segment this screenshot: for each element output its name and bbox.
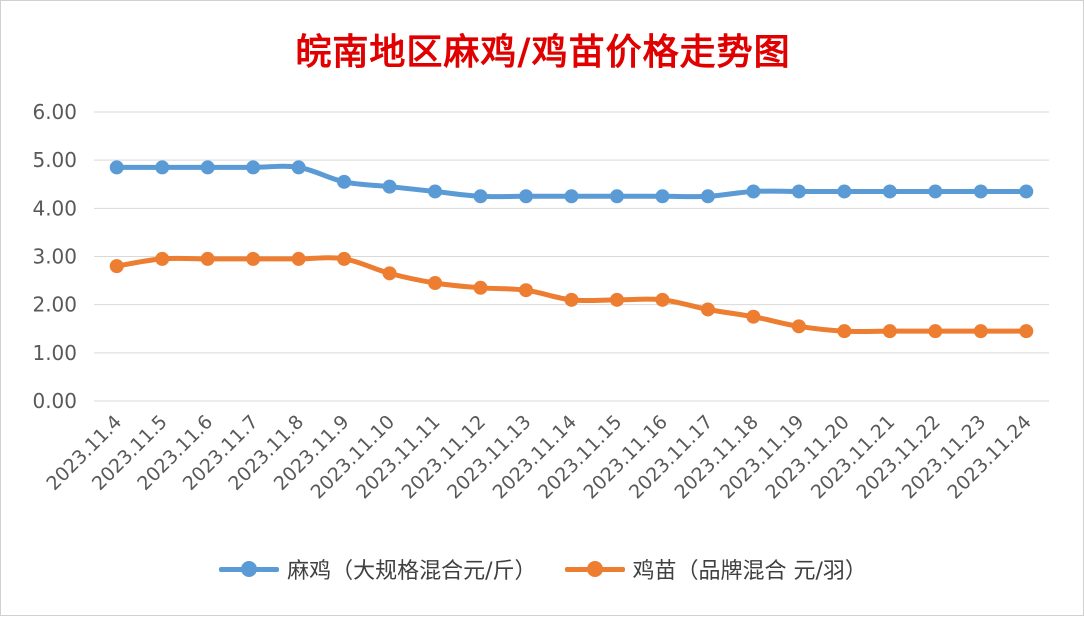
data-point-s0-11: [609, 189, 624, 204]
legend-item-maji: 麻鸡（大规格混合元/斤）: [219, 553, 537, 585]
legend-swatch-maji: [219, 558, 280, 580]
y-tick-label: 5.00: [32, 148, 77, 172]
data-point-s1-18: [928, 324, 943, 339]
data-point-s0-9: [519, 189, 534, 204]
legend-label-maji: 麻鸡（大规格混合元/斤）: [287, 559, 537, 584]
legend-label-jimiao: 鸡苗（品牌混合 元/羽）: [632, 559, 867, 584]
data-point-s1-16: [837, 324, 852, 339]
data-point-s1-8: [473, 280, 488, 295]
data-point-s0-13: [700, 189, 715, 204]
data-point-s0-7: [428, 184, 443, 199]
data-point-s1-9: [519, 283, 534, 298]
data-point-s1-1: [155, 251, 170, 266]
data-point-s1-2: [200, 251, 215, 266]
y-tick-label: 6.00: [32, 100, 77, 124]
data-point-s0-4: [291, 160, 306, 175]
data-point-s0-20: [1019, 184, 1034, 199]
data-point-s0-15: [791, 184, 806, 199]
data-point-s1-7: [428, 275, 443, 290]
data-point-s1-15: [791, 319, 806, 334]
data-point-s1-6: [382, 266, 397, 281]
data-point-s0-18: [928, 184, 943, 199]
data-point-s0-12: [655, 189, 670, 204]
y-tick-label: 4.00: [32, 196, 77, 220]
data-point-s1-20: [1019, 324, 1034, 339]
chart-title: 皖南地区麻鸡/鸡苗价格走势图: [295, 31, 791, 73]
y-tick-label: 1.00: [32, 341, 77, 365]
data-point-s1-11: [609, 292, 624, 307]
data-point-s1-17: [882, 324, 897, 339]
y-tick-label: 0.00: [32, 389, 77, 413]
data-point-s1-4: [291, 251, 306, 266]
data-point-s0-19: [973, 184, 988, 199]
data-point-s0-1: [155, 160, 170, 175]
data-point-s1-0: [109, 259, 124, 274]
data-point-s1-14: [746, 309, 761, 324]
data-point-s0-3: [246, 160, 261, 175]
data-point-s0-2: [200, 160, 215, 175]
data-point-s0-6: [382, 179, 397, 194]
y-tick-label: 2.00: [32, 293, 77, 317]
data-point-s1-19: [973, 324, 988, 339]
legend-item-jimiao: 鸡苗（品牌混合 元/羽）: [564, 553, 867, 585]
data-point-s1-10: [564, 292, 579, 307]
data-point-s0-16: [837, 184, 852, 199]
legend: 麻鸡（大规格混合元/斤） 鸡苗（品牌混合 元/羽）: [1, 553, 1084, 585]
data-point-s1-5: [337, 251, 352, 266]
y-tick-label: 3.00: [32, 245, 77, 269]
data-point-s0-0: [109, 160, 124, 175]
data-point-s0-5: [337, 174, 352, 189]
data-point-s0-8: [473, 189, 488, 204]
data-point-s0-14: [746, 184, 761, 199]
legend-swatch-jimiao: [564, 558, 625, 580]
data-point-s1-3: [246, 251, 261, 266]
data-point-s1-13: [700, 302, 715, 317]
data-point-s0-10: [564, 189, 579, 204]
data-point-s1-12: [655, 292, 670, 307]
data-point-s0-17: [882, 184, 897, 199]
